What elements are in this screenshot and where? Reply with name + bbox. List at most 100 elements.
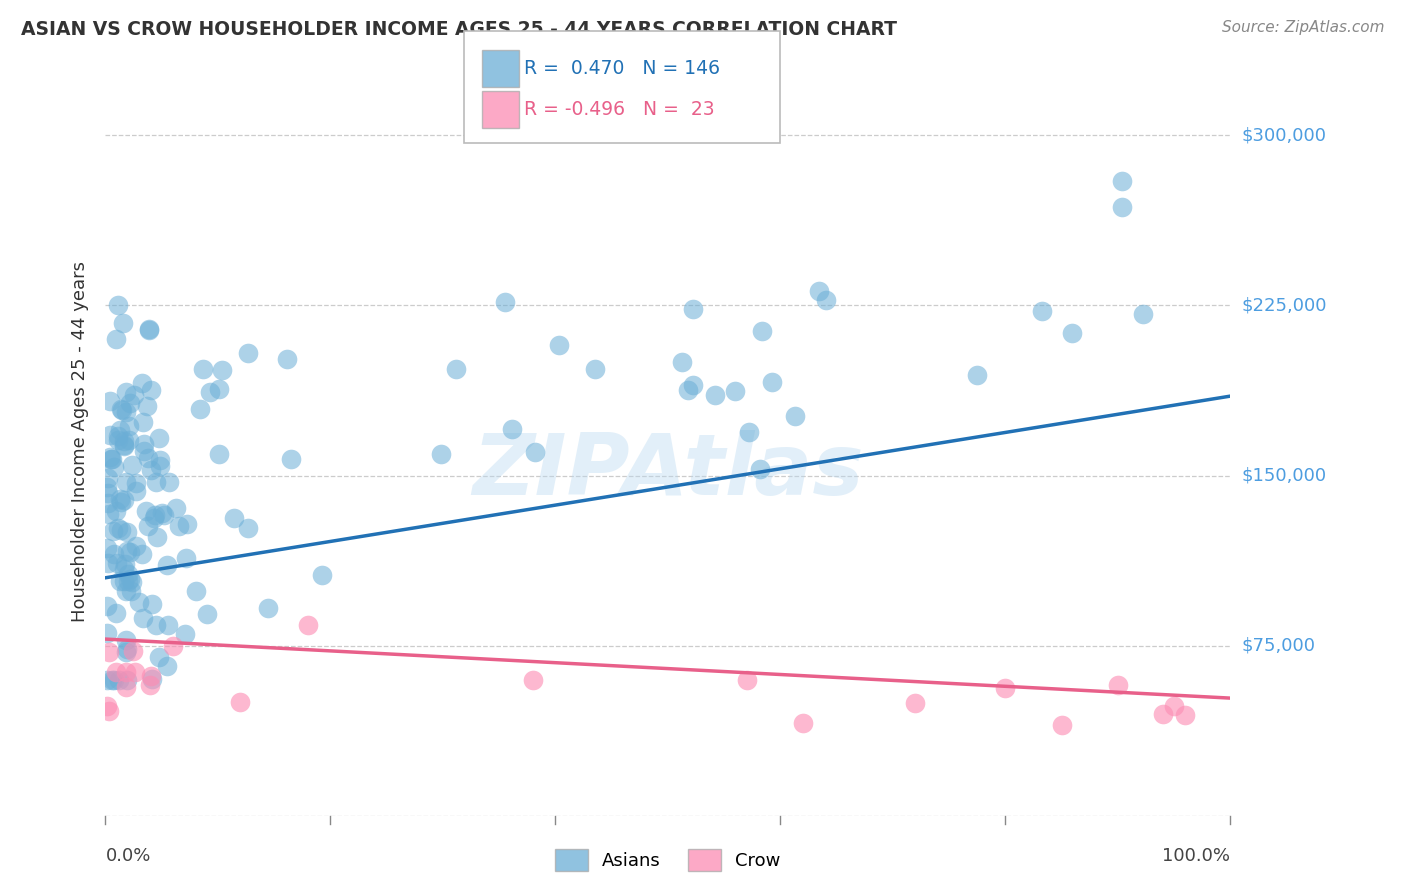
Text: ASIAN VS CROW HOUSEHOLDER INCOME AGES 25 - 44 YEARS CORRELATION CHART: ASIAN VS CROW HOUSEHOLDER INCOME AGES 25… <box>21 20 897 38</box>
Point <box>120 584 142 599</box>
Text: ZIPAtlas: ZIPAtlas <box>472 430 863 513</box>
Point <box>229 695 252 709</box>
Point <box>738 425 761 440</box>
Point <box>128 595 150 609</box>
Point <box>1062 326 1084 340</box>
Point <box>136 450 159 465</box>
Text: Source: ZipAtlas.com: Source: ZipAtlas.com <box>1222 20 1385 35</box>
Point <box>110 494 132 508</box>
Text: $300,000: $300,000 <box>1241 126 1326 144</box>
Point <box>114 475 136 489</box>
Point <box>107 673 129 687</box>
Point <box>682 301 704 316</box>
Point <box>735 673 758 687</box>
Point <box>112 574 135 588</box>
Point <box>121 575 143 590</box>
Point <box>143 508 166 522</box>
Point <box>583 362 606 376</box>
Point <box>195 607 218 621</box>
Point <box>98 450 121 465</box>
Point <box>96 599 118 613</box>
Point <box>141 463 163 477</box>
Point <box>124 665 146 680</box>
Point <box>135 503 157 517</box>
Point <box>103 548 125 562</box>
Point <box>107 298 129 312</box>
Point <box>682 378 704 392</box>
Point <box>138 323 160 337</box>
Point <box>236 521 259 535</box>
Point <box>136 399 159 413</box>
Point <box>96 699 118 714</box>
Point <box>139 678 162 692</box>
Point <box>165 501 187 516</box>
Point <box>97 556 120 570</box>
Point <box>96 626 118 640</box>
Point <box>148 650 170 665</box>
Point <box>156 618 179 632</box>
Point <box>994 681 1017 696</box>
Point <box>139 668 162 682</box>
Point <box>280 452 302 467</box>
Point <box>103 524 125 538</box>
Point <box>112 493 135 508</box>
Point <box>792 716 814 731</box>
Point <box>184 584 207 599</box>
Point <box>208 383 231 397</box>
Point <box>142 511 165 525</box>
Point <box>966 368 988 382</box>
Point <box>115 673 138 687</box>
Point <box>105 556 128 570</box>
Point <box>118 419 141 434</box>
Point <box>115 544 138 558</box>
Point <box>176 551 198 566</box>
Point <box>134 437 156 451</box>
Point <box>114 558 136 572</box>
Point <box>117 574 139 588</box>
Point <box>100 673 122 687</box>
Point <box>1132 307 1154 321</box>
Point <box>120 572 142 586</box>
Point <box>97 507 120 521</box>
Point <box>139 383 162 397</box>
Point <box>193 362 215 376</box>
Point <box>157 475 180 489</box>
Point <box>176 517 198 532</box>
Point <box>136 519 159 533</box>
Point <box>115 525 138 540</box>
Point <box>121 458 143 472</box>
Point <box>100 393 122 408</box>
Point <box>105 332 128 346</box>
Point <box>150 506 173 520</box>
Point <box>148 431 170 445</box>
Point <box>132 416 155 430</box>
Legend: Asians, Crow: Asians, Crow <box>548 842 787 879</box>
Point <box>200 385 222 400</box>
Point <box>107 429 129 443</box>
Point <box>704 388 727 402</box>
Point <box>114 404 136 418</box>
Point <box>522 673 544 688</box>
Point <box>98 645 121 659</box>
Text: R =  0.470   N = 146: R = 0.470 N = 146 <box>524 59 720 78</box>
Point <box>117 642 139 657</box>
Point <box>1163 698 1185 713</box>
Point <box>724 384 747 399</box>
Point <box>236 346 259 360</box>
Point <box>115 385 138 400</box>
Point <box>103 460 125 475</box>
Point <box>211 363 233 377</box>
Point <box>125 484 148 499</box>
Point <box>297 618 319 632</box>
Point <box>1174 707 1197 722</box>
Text: R = -0.496   N =  23: R = -0.496 N = 23 <box>524 100 716 119</box>
Point <box>156 659 179 673</box>
Point <box>105 606 128 620</box>
Point <box>162 639 184 653</box>
Point <box>145 530 167 544</box>
Point <box>1050 718 1073 732</box>
Point <box>97 471 120 485</box>
Point <box>149 453 172 467</box>
Point <box>141 598 163 612</box>
Point <box>112 439 135 453</box>
